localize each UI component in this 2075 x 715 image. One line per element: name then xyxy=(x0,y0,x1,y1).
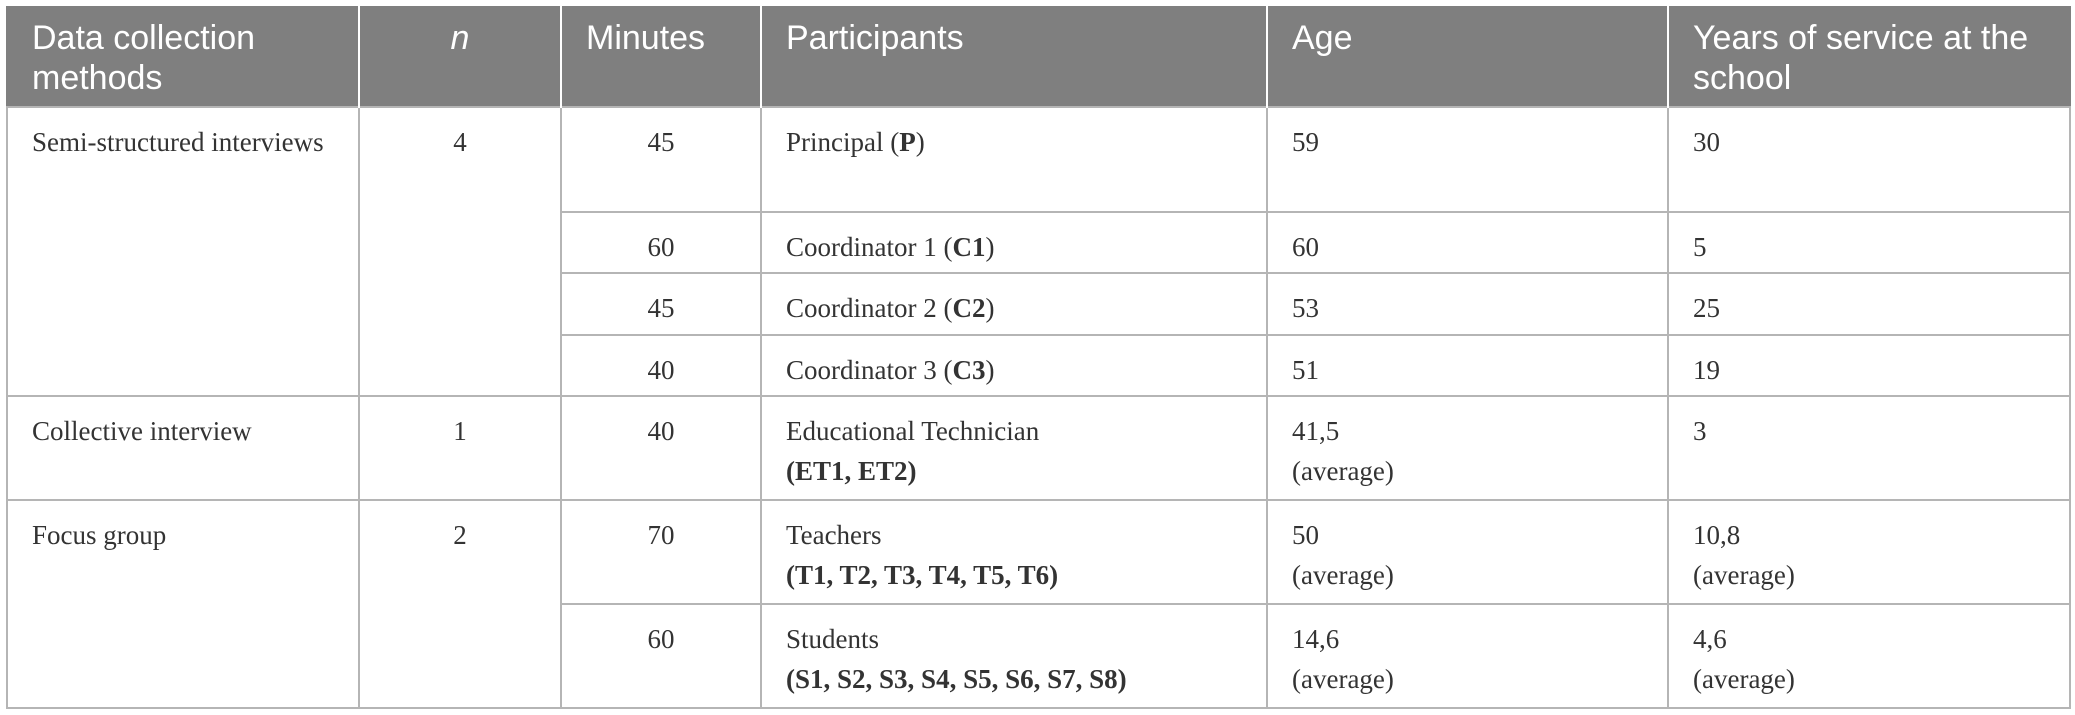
header-row: Data collection methods n Minutes Partic… xyxy=(7,7,2070,107)
years-cell: 25 xyxy=(1667,272,2071,336)
years-cell: 4,6 (average) xyxy=(1667,603,2071,709)
participant-cell: Educational Technician (ET1, ET2) xyxy=(760,395,1268,502)
table-row: 40 Coordinator 3 (C3) 51 19 xyxy=(7,333,2071,398)
method-cell: Focus group xyxy=(6,499,360,709)
table-row: Focus group 2 70 Teachers (T1, T2, T3, T4… xyxy=(6,499,2071,709)
participant-cell: Coordinator 3 (C3) xyxy=(760,333,1268,398)
minutes-cell: 45 xyxy=(560,106,762,213)
method-cell: Collective interview xyxy=(6,395,360,502)
participant-cell: Students (S1, S2, S3, S4, S5, S6, S7, S8) xyxy=(760,603,1268,709)
header-age: Age xyxy=(1266,7,1668,107)
data-collection-table: Data collection methods n Minutes Partic… xyxy=(6,6,2071,709)
n-cell: 4 xyxy=(358,105,562,398)
table-row: 60 Students (S1, S2, S3, S4, S5, S6, S7, … xyxy=(7,603,2071,709)
minutes-cell: 60 xyxy=(560,210,762,275)
age-cell: 41,5 (average) xyxy=(1266,395,1669,502)
minutes-cell: 60 xyxy=(560,603,762,709)
years-cell: 5 xyxy=(1667,210,2071,275)
participant-cell: Coordinator 2 (C2) xyxy=(760,272,1268,336)
age-cell: 51 xyxy=(1266,333,1669,398)
years-cell: 30 xyxy=(1667,106,2071,213)
age-cell: 50 (average) xyxy=(1266,499,1669,606)
header-n: n xyxy=(358,7,561,107)
method-cell: Semi-structured interviews xyxy=(6,105,360,398)
header-years: Years of service at the school xyxy=(1667,7,2070,107)
table-row: 60 Coordinator 1 (C1) 60 5 xyxy=(7,210,2071,275)
minutes-cell: 40 xyxy=(560,333,762,398)
table-row: 45 Coordinator 2 (C2) 53 25 xyxy=(7,272,2071,336)
age-cell: 14,6 (average) xyxy=(1266,603,1669,709)
n-cell: 1 xyxy=(358,395,562,502)
minutes-cell: 40 xyxy=(560,395,762,502)
table-row: Collective interview 1 40 Educational Te… xyxy=(6,395,2071,502)
years-cell: 3 xyxy=(1667,395,2071,502)
minutes-cell: 70 xyxy=(560,499,762,606)
header-method: Data collection methods xyxy=(7,7,359,107)
participant-cell: Principal (P) xyxy=(760,106,1268,213)
years-cell: 19 xyxy=(1667,333,2071,398)
header-participants: Participants xyxy=(760,7,1267,107)
n-cell: 2 xyxy=(358,499,562,709)
minutes-cell: 45 xyxy=(560,272,762,336)
years-cell: 10,8 (average) xyxy=(1667,499,2071,606)
participant-cell: Teachers (T1, T2, T3, T4, T5, T6) xyxy=(760,499,1268,606)
age-cell: 59 xyxy=(1266,106,1669,213)
age-cell: 53 xyxy=(1266,272,1669,336)
table-row: Semi-structured interviews 4 45 Principa… xyxy=(6,105,2071,398)
header-minutes: Minutes xyxy=(560,7,761,107)
participant-cell: Coordinator 1 (C1) xyxy=(760,210,1268,275)
age-cell: 60 xyxy=(1266,210,1669,275)
